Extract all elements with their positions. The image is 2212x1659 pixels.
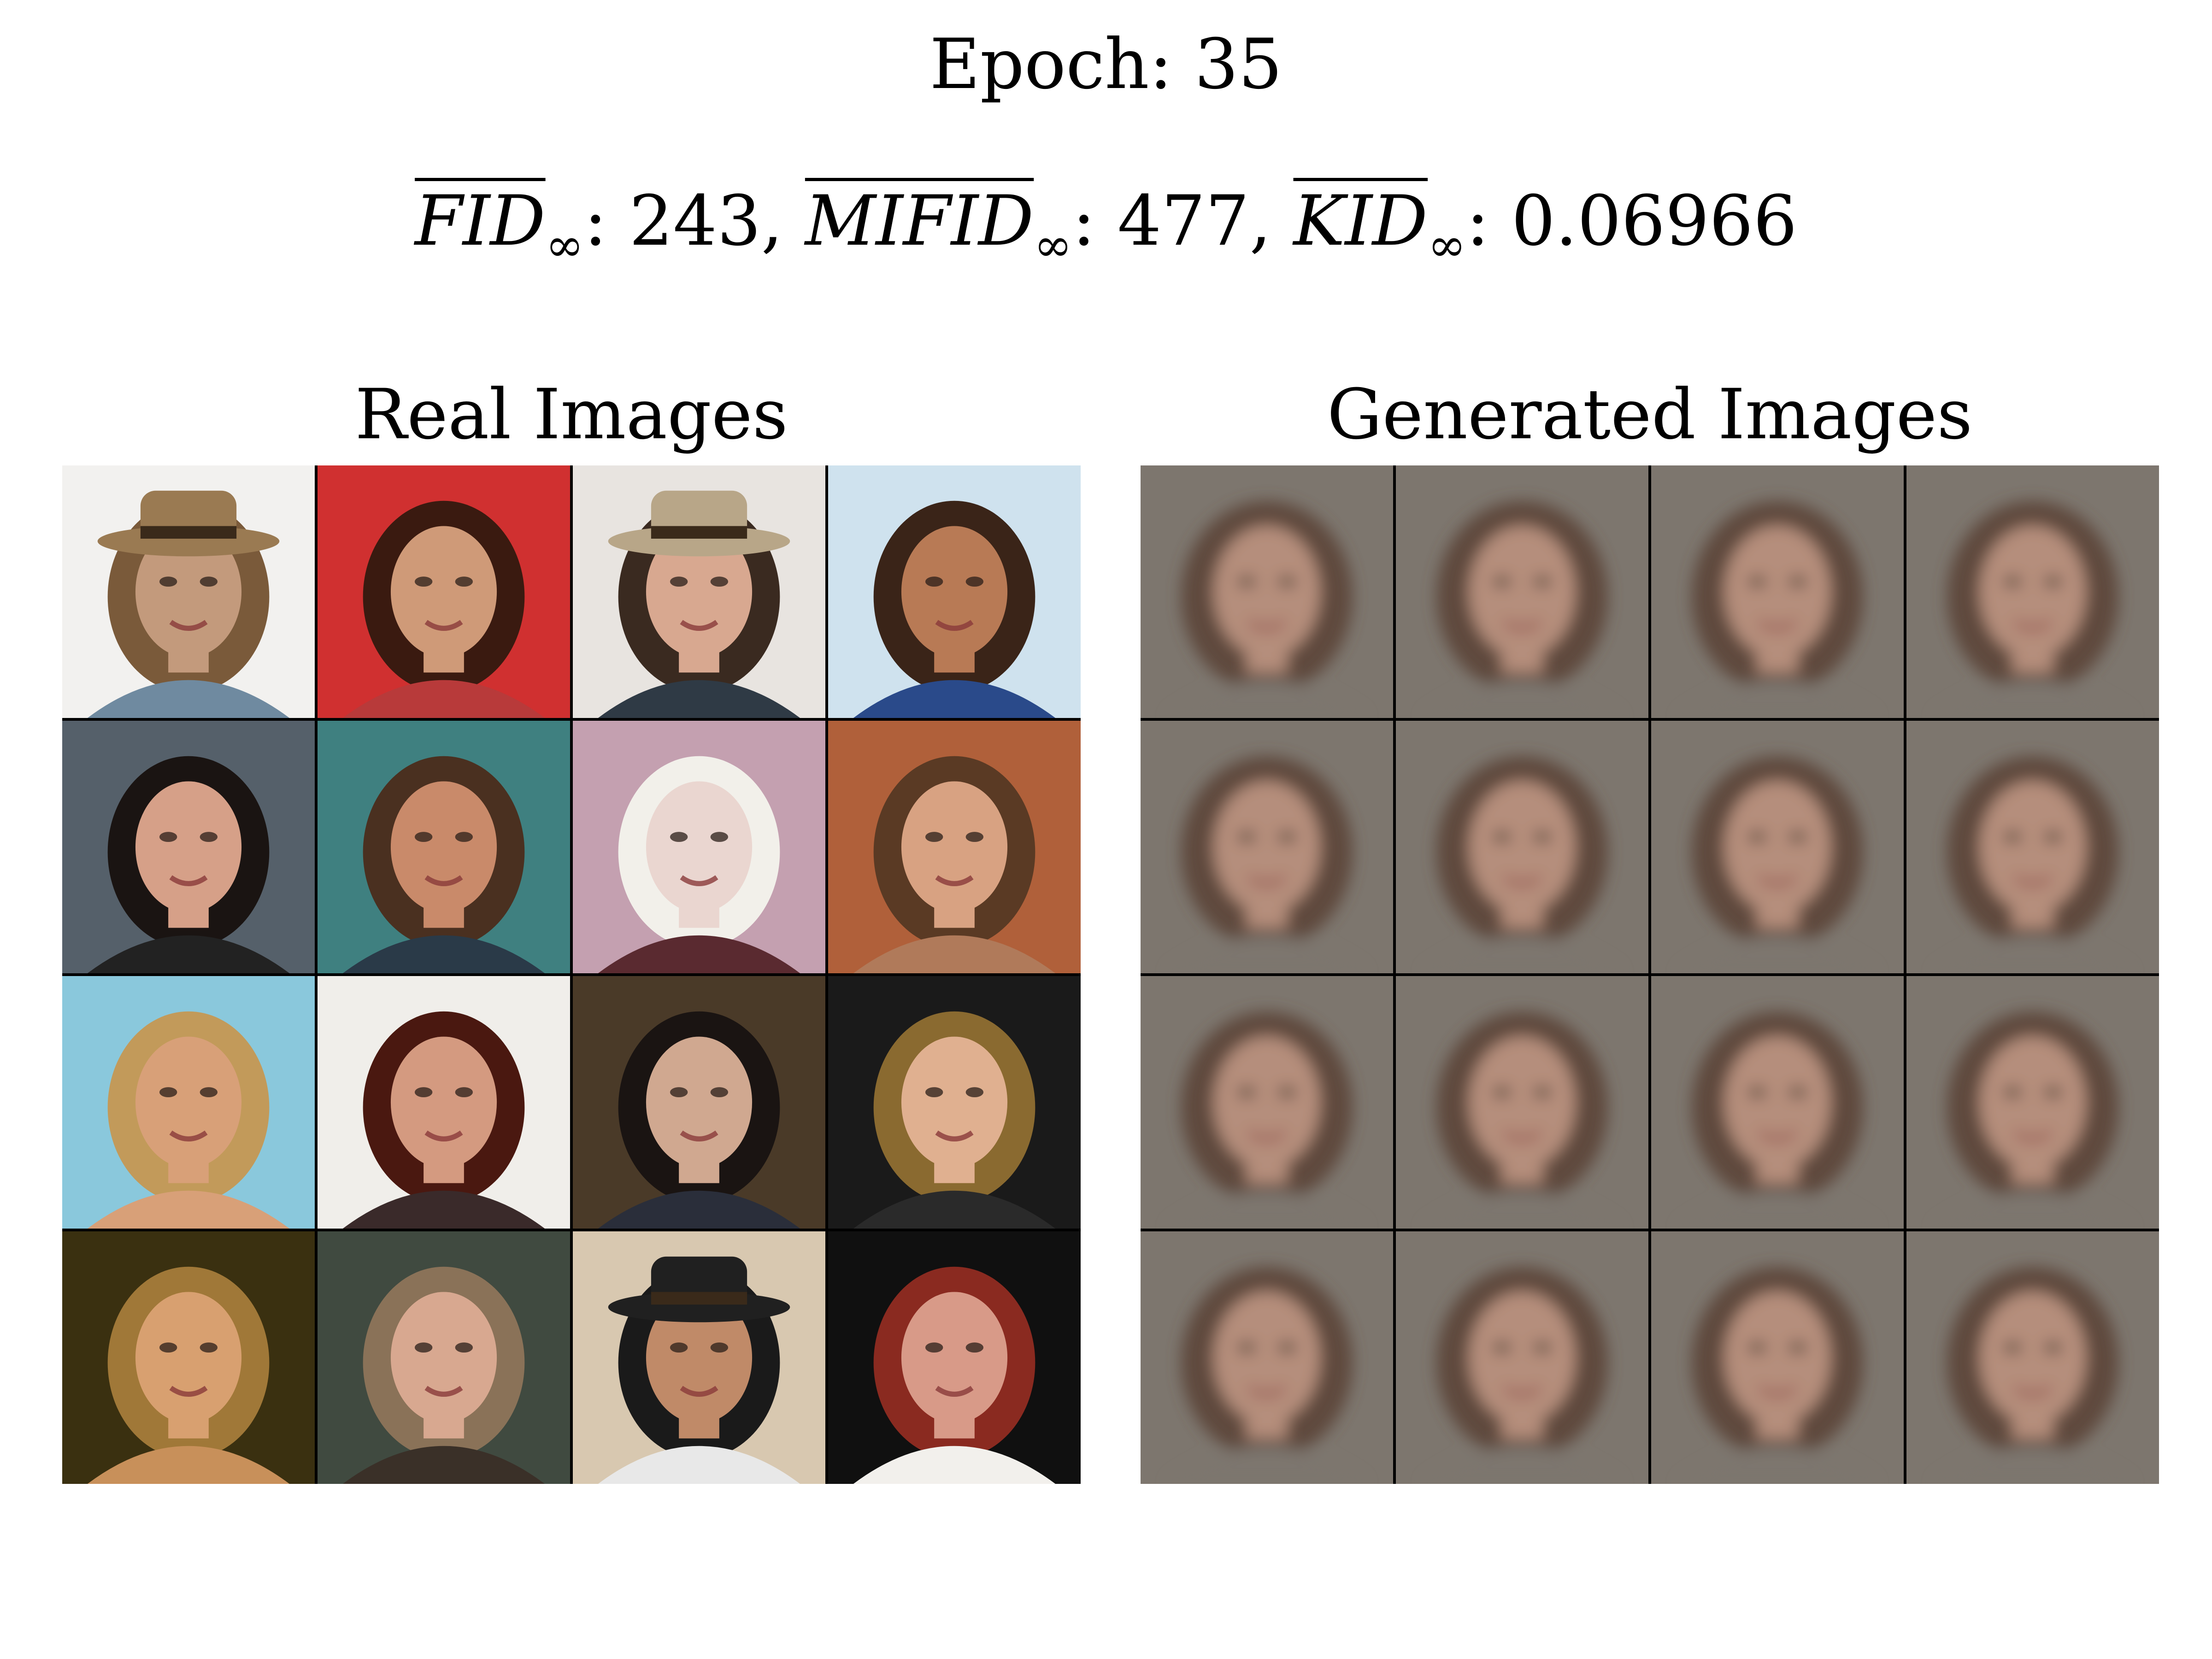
metrics-line: FID∞: 243, MIFID∞: 477, KID∞: 0.06966 [0,175,2212,291]
real-image-cell [828,465,1081,718]
metric-value: 0.06966 [1511,181,1797,261]
generated-image-cell [1651,1231,1904,1484]
metric-name: MIFID [805,181,1034,261]
real-image-cell [318,465,570,718]
real-image-cell [318,976,570,1229]
metric-value: 243 [629,181,761,261]
real-image-cell [62,1231,315,1484]
real-images-title: Real Images [355,375,788,455]
generated-images-grid [1141,465,2159,1484]
figure-title: Epoch: 35 [930,24,1282,105]
generated-image-cell [1396,1231,1648,1484]
generated-images-title: Generated Images [1327,375,1973,455]
real-image-cell [62,465,315,718]
real-image-cell [318,721,570,973]
generated-image-cell [1141,1231,1393,1484]
metric-mifid: MIFID∞: 477, [805,181,1294,272]
real-image-cell [828,721,1081,973]
generated-image-cell [1141,976,1393,1229]
generated-image-cell [1906,976,2159,1229]
metric-value: 477 [1117,181,1250,261]
metric-kid: KID∞: 0.06966 [1293,181,1797,272]
generated-image-cell [1651,721,1904,973]
metric-subscript: ∞ [1428,218,1466,272]
real-image-cell [62,721,315,973]
real-image-cell [573,1231,825,1484]
generated-image-cell [1906,465,2159,718]
real-image-cell [318,1231,570,1484]
metric-subscript: ∞ [1034,218,1072,272]
generated-image-cell [1141,721,1393,973]
real-image-cell [573,465,825,718]
real-image-cell [828,976,1081,1229]
metric-separator: , [761,181,805,261]
generated-image-cell [1141,465,1393,718]
generated-image-cell [1396,721,1648,973]
generated-image-cell [1906,721,2159,973]
metric-name: KID [1293,181,1428,261]
real-image-cell [62,976,315,1229]
metric-separator: , [1249,181,1294,261]
metric-subscript: ∞ [545,218,584,272]
real-image-cell [828,1231,1081,1484]
real-images-grid [62,465,1081,1484]
generated-image-cell [1906,1231,2159,1484]
metric-fid: FID∞: 243, [415,181,805,272]
real-image-cell [573,721,825,973]
generated-image-cell [1396,465,1648,718]
metric-name: FID [415,181,546,261]
generated-image-cell [1396,976,1648,1229]
generated-image-cell [1651,976,1904,1229]
generated-image-cell [1651,465,1904,718]
real-image-cell [573,976,825,1229]
